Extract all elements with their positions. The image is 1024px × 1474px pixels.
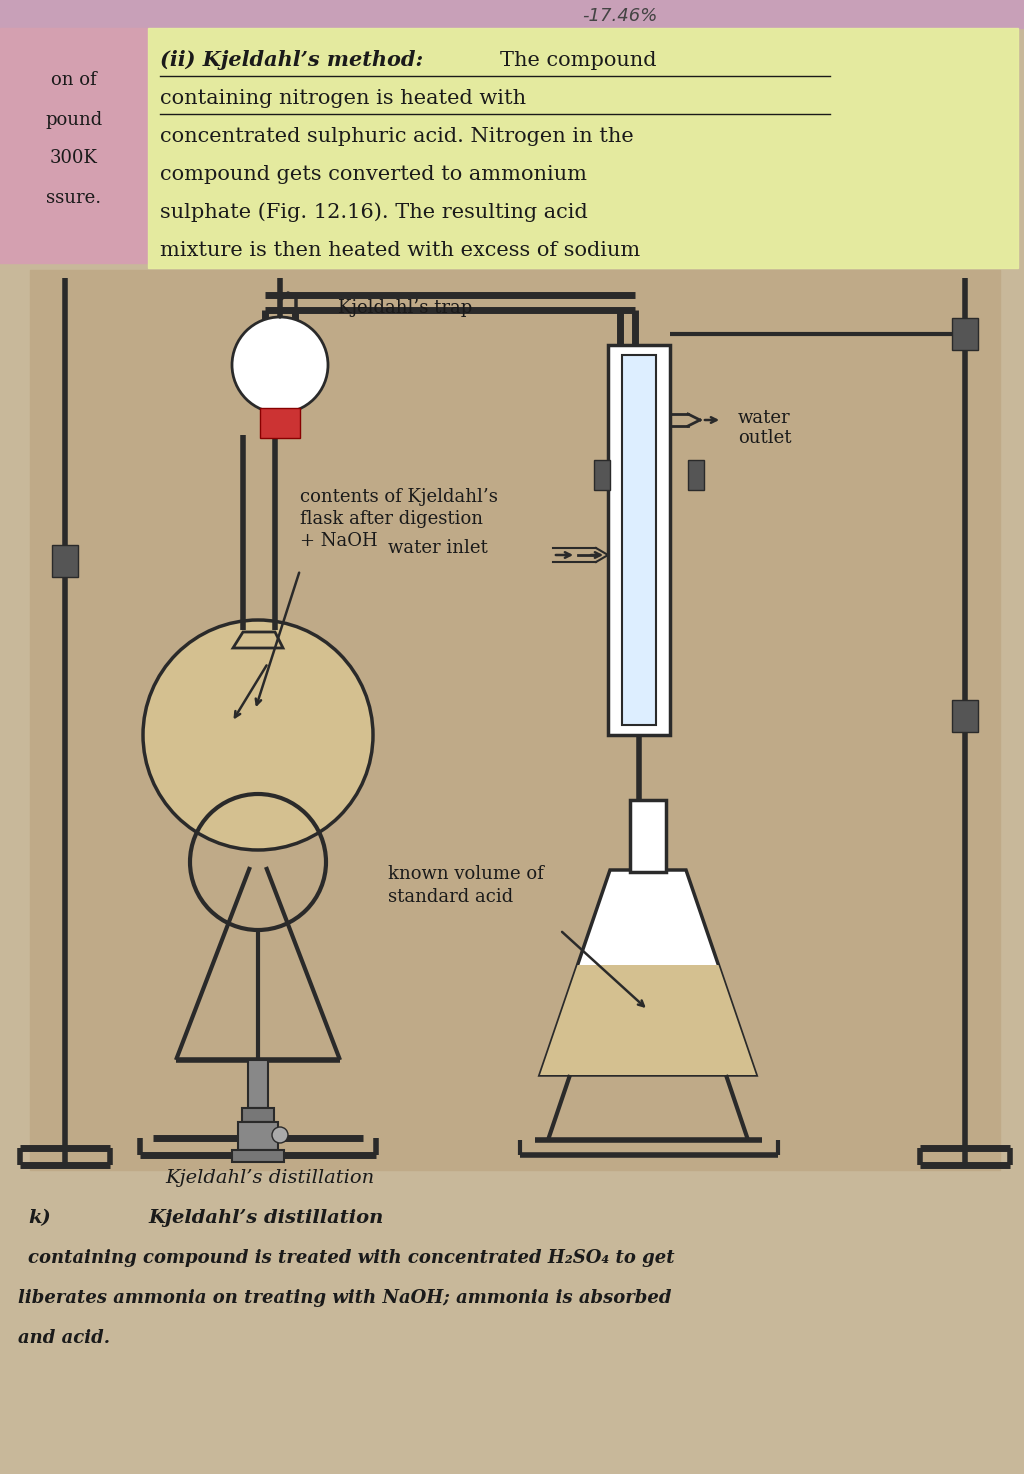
Text: Kjeldahl’s distillation: Kjeldahl’s distillation: [165, 1169, 374, 1187]
Text: Kjeldahl’s distillation: Kjeldahl’s distillation: [148, 1209, 383, 1226]
Bar: [0, 28, 148, 262]
Bar: [242, 1108, 274, 1122]
Text: Kjeldahl’s trap: Kjeldahl’s trap: [338, 299, 472, 317]
Text: flask after digestion: flask after digestion: [300, 510, 483, 528]
Bar: [688, 460, 705, 489]
Text: 300K: 300K: [50, 149, 98, 167]
Text: contents of Kjeldahl’s: contents of Kjeldahl’s: [300, 488, 498, 506]
Bar: [267, 399, 293, 427]
Bar: [622, 355, 656, 725]
Text: + NaOH: + NaOH: [300, 532, 378, 550]
Bar: [232, 1150, 284, 1162]
Polygon shape: [540, 965, 756, 1075]
Polygon shape: [233, 632, 283, 649]
Text: compound gets converted to ammonium: compound gets converted to ammonium: [160, 165, 587, 183]
Text: containing compound is treated with concentrated H₂SO₄ to get: containing compound is treated with conc…: [28, 1248, 675, 1268]
Text: known volume of: known volume of: [388, 865, 544, 883]
Bar: [952, 318, 978, 349]
Text: mixture is then heated with excess of sodium: mixture is then heated with excess of so…: [160, 240, 640, 259]
Text: k): k): [28, 1209, 51, 1226]
Text: standard acid: standard acid: [388, 887, 513, 907]
Bar: [52, 545, 78, 576]
Text: -17.46%: -17.46%: [583, 7, 657, 25]
Text: liberates ammonia on treating with NaOH; ammonia is absorbed: liberates ammonia on treating with NaOH;…: [18, 1288, 672, 1307]
Bar: [238, 1122, 278, 1150]
Text: concentrated sulphuric acid. Nitrogen in the: concentrated sulphuric acid. Nitrogen in…: [160, 127, 634, 146]
Text: water: water: [738, 408, 791, 427]
Bar: [0, 0, 1024, 28]
Polygon shape: [540, 870, 756, 1075]
Text: ssure.: ssure.: [46, 189, 101, 206]
Text: pound: pound: [45, 111, 102, 130]
Text: (ii) Kjeldahl’s method:: (ii) Kjeldahl’s method:: [160, 50, 423, 69]
Bar: [248, 1060, 268, 1108]
Text: on of: on of: [51, 71, 97, 88]
Circle shape: [232, 317, 328, 413]
Circle shape: [272, 1128, 288, 1142]
Text: The compound: The compound: [500, 50, 656, 69]
Text: water inlet: water inlet: [388, 539, 487, 557]
Bar: [30, 270, 1000, 1170]
Text: and acid.: and acid.: [18, 1330, 110, 1347]
Bar: [148, 28, 1018, 268]
Text: outlet: outlet: [738, 429, 792, 447]
Bar: [260, 408, 300, 438]
Text: containing nitrogen is heated with: containing nitrogen is heated with: [160, 88, 526, 108]
Bar: [630, 800, 666, 873]
Circle shape: [143, 621, 373, 850]
Text: sulphate (Fig. 12.16). The resulting acid: sulphate (Fig. 12.16). The resulting aci…: [160, 202, 588, 221]
Bar: [952, 700, 978, 733]
Bar: [608, 345, 670, 736]
Bar: [594, 460, 610, 489]
